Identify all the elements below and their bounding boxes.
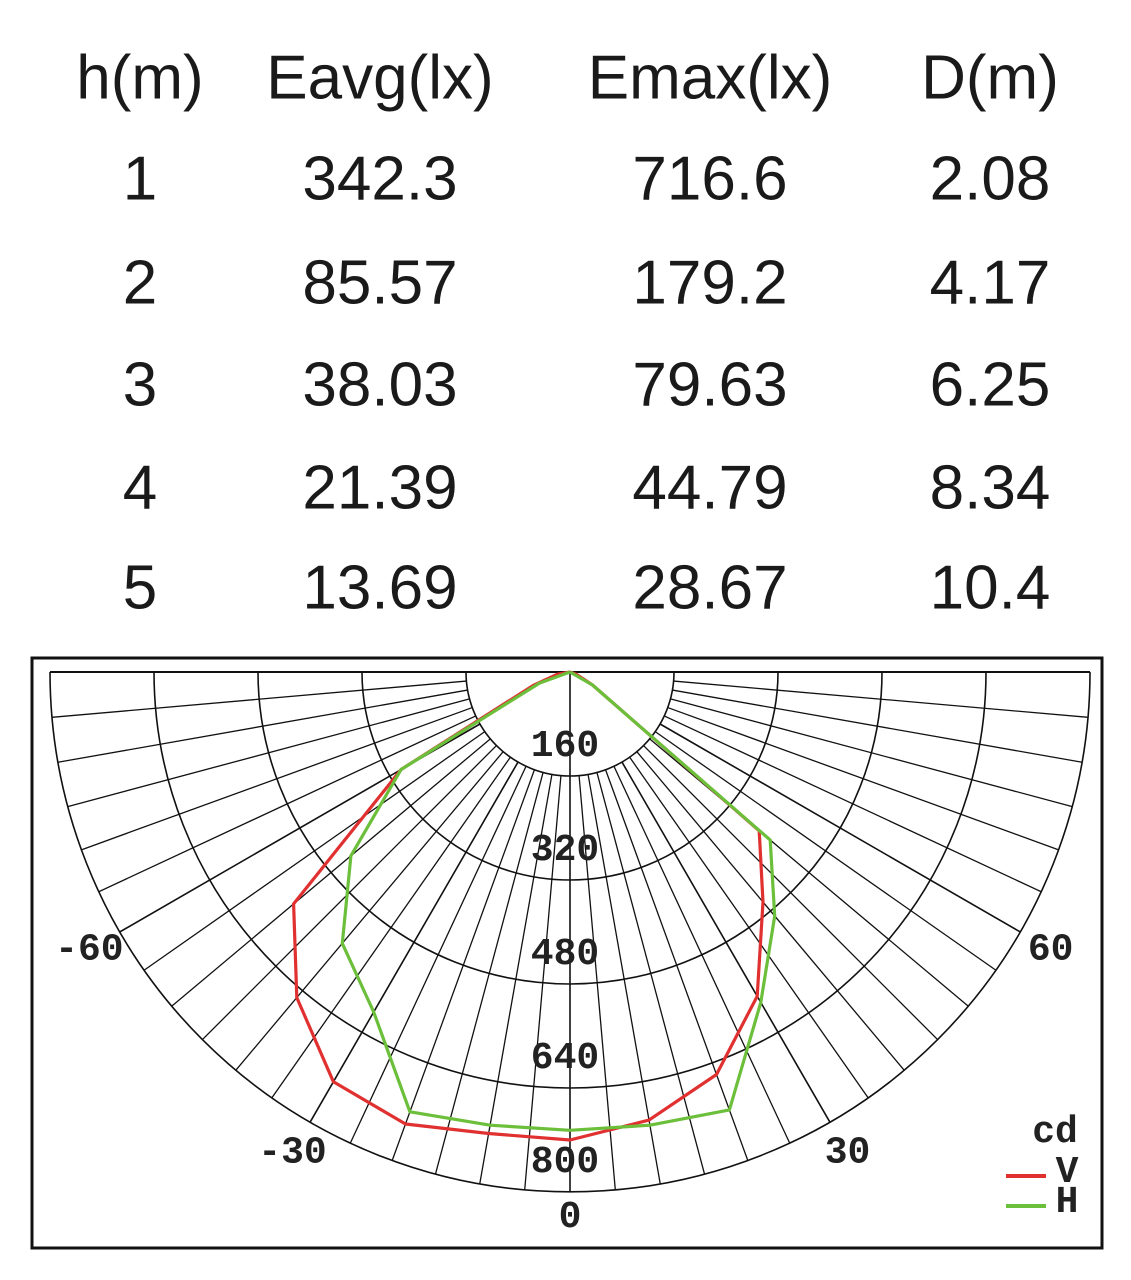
- chart-frame: [30, 656, 1104, 1250]
- radial-line: [524, 775, 562, 1191]
- radial-line: [636, 751, 905, 1071]
- radial-line: [479, 774, 553, 1185]
- angle-grid-line: [659, 723, 1021, 933]
- radial-line: [613, 765, 791, 1144]
- column-header: Eavg(lx): [266, 43, 493, 112]
- radial-line: [98, 715, 477, 893]
- table-cell: 4.17: [930, 248, 1051, 317]
- radial-line: [57, 689, 468, 763]
- radial-tick-label: 640: [531, 1037, 599, 1080]
- table-cell: 179.2: [632, 248, 787, 317]
- table-cell: 13.69: [302, 553, 457, 622]
- radial-line: [171, 738, 491, 1007]
- radial-line: [434, 772, 544, 1175]
- table-cell: 44.79: [632, 453, 787, 522]
- table-cell: 2.08: [930, 144, 1051, 213]
- angle-tick-label: 0: [559, 1196, 582, 1239]
- radial-line: [604, 769, 749, 1161]
- table-cell: 28.67: [632, 553, 787, 622]
- table-cell: 8.34: [930, 453, 1051, 522]
- table-cell: 1: [123, 144, 157, 213]
- angle-tick-label: 30: [825, 1132, 871, 1175]
- table-cell: 342.3: [302, 144, 457, 213]
- radial-tick-label: 800: [531, 1141, 599, 1184]
- legend-label: H: [1056, 1181, 1079, 1224]
- photometric-table: h(m) Eavg(lx) Emax(lx) D(m) 1 342.3 716.6 2.08 2…: [76, 43, 1059, 622]
- column-header: h(m): [76, 43, 203, 112]
- radial-line: [629, 756, 869, 1099]
- angle-tick-label: -60: [55, 929, 123, 972]
- radial-line: [51, 680, 467, 718]
- radial-tick-label: 320: [531, 829, 599, 872]
- radial-line: [201, 745, 497, 1041]
- table-cell: 79.63: [632, 350, 787, 419]
- radial-line: [654, 731, 997, 971]
- table-cell: 5: [123, 553, 157, 622]
- table-cell: 21.39: [302, 453, 457, 522]
- radial-line: [596, 772, 706, 1175]
- angle-grid-line: [621, 761, 831, 1123]
- table-cell: 4: [123, 453, 157, 522]
- radial-tick-label: 480: [531, 933, 599, 976]
- unit-label: cd: [1032, 1111, 1078, 1154]
- radial-line: [649, 738, 969, 1007]
- column-header: D(m): [921, 43, 1059, 112]
- radial-line: [667, 706, 1059, 851]
- table-cell: 3: [123, 350, 157, 419]
- radial-line: [587, 774, 661, 1185]
- radial-line: [67, 698, 470, 808]
- radial-line: [271, 756, 511, 1099]
- table-cell: 85.57: [302, 248, 457, 317]
- table-cell: 10.4: [930, 553, 1051, 622]
- radial-line: [643, 745, 939, 1041]
- column-header: Emax(lx): [588, 43, 833, 112]
- table-cell: 38.03: [302, 350, 457, 419]
- radial-line: [349, 765, 527, 1144]
- radial-line: [670, 698, 1073, 808]
- legend-label: V: [1056, 1151, 1079, 1194]
- radial-line: [672, 689, 1083, 763]
- angle-tick-label: 60: [1028, 929, 1074, 972]
- radial-line: [235, 751, 504, 1071]
- table-cell: 2: [123, 248, 157, 317]
- table-cell: 6.25: [930, 350, 1051, 419]
- intensity-curve: [340, 670, 777, 1132]
- table-cell: 716.6: [632, 144, 787, 213]
- radial-line: [81, 706, 473, 851]
- radial-line: [391, 769, 536, 1161]
- radial-tick-label: 160: [531, 725, 599, 768]
- angle-grid-line: [309, 761, 519, 1123]
- radial-line: [663, 715, 1042, 893]
- radial-line: [673, 680, 1089, 718]
- radial-line: [143, 731, 486, 971]
- radial-line: [578, 775, 616, 1191]
- angle-tick-label: -30: [258, 1132, 326, 1175]
